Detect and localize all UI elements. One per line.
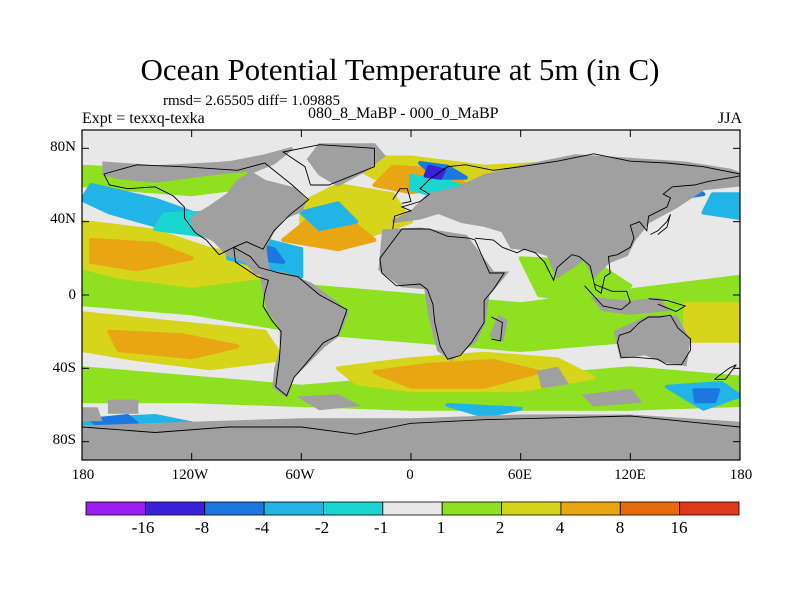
coastline [491, 316, 503, 342]
lon-label-0: 0 [406, 467, 414, 483]
land-mask [537, 366, 569, 389]
colorbar-swatch [85, 501, 146, 516]
coastline [714, 364, 737, 380]
anomaly-patch [423, 164, 446, 180]
lon-label-120w: 120W [171, 467, 209, 483]
lon-label-60e: 60E [507, 467, 533, 483]
land-mask [102, 146, 307, 275]
land-mask [306, 143, 386, 187]
colorbar-swatch [560, 501, 621, 516]
lat-label-0: 0 [68, 287, 77, 303]
land-mask [107, 399, 139, 414]
anomaly-patch [299, 201, 359, 231]
colorbar-swatch [204, 501, 265, 516]
colorbar-label: 16 [670, 518, 688, 537]
land-mask [82, 407, 103, 422]
colorbar-swatch [144, 501, 206, 516]
colorbar-swatch [619, 501, 681, 516]
anomaly-patch [281, 216, 377, 252]
coastline [648, 298, 687, 313]
anomaly-patch [692, 388, 721, 404]
colorbar-label: -1 [373, 518, 389, 537]
map-field [82, 130, 740, 460]
colorbar-label: -2 [314, 518, 330, 537]
colorbar-label: 1 [436, 518, 446, 537]
anomaly-patch [445, 403, 523, 418]
lon-label-180w: 180 [71, 467, 95, 483]
experiment-label: Expt = texxq-texka [82, 110, 205, 127]
land-mask [392, 154, 740, 280]
coastline [617, 314, 692, 366]
colorbar-swatch [679, 501, 740, 516]
season-label: JJA [717, 110, 742, 127]
coastline [82, 415, 740, 435]
lon-label-180e: 180 [729, 467, 753, 483]
coastline [379, 228, 506, 360]
colorbar-swatch [382, 501, 443, 516]
colorbar-label: -16 [131, 518, 155, 537]
colorbar-label: 2 [495, 518, 505, 537]
colorbar-label: 8 [615, 518, 625, 537]
colorbar-swatch [263, 501, 324, 516]
coastline [392, 153, 740, 230]
coastline [474, 175, 740, 294]
period-label: 080_8_MaBP - 000_0_MaBP [308, 105, 499, 122]
colorbar-label: -8 [194, 518, 210, 537]
anomaly-patch [82, 247, 740, 352]
lat-label-40s: 40S [52, 360, 76, 376]
anomaly-patch [89, 238, 194, 272]
land-mask [378, 227, 510, 362]
land-mask [581, 388, 643, 407]
lat-label-40n: 40N [50, 211, 76, 227]
colorbar-label: -4 [254, 518, 270, 537]
coastline [103, 162, 348, 397]
coastline [650, 214, 671, 235]
anomaly-patch [701, 192, 740, 220]
coastline [584, 283, 631, 311]
colorbar-swatch [441, 501, 502, 516]
lat-label-80n: 80N [50, 139, 76, 155]
lat-label-80s: 80S [52, 432, 76, 448]
land-mask [259, 271, 349, 399]
coastline [392, 188, 412, 204]
anomaly-patch [107, 329, 240, 360]
land-mask [296, 394, 362, 411]
colorbar-swatch [323, 501, 384, 516]
chart-title: Ocean Potential Temperature at 5m (in C) [140, 52, 660, 87]
stats-text: rmsd= 2.65505 diff= 1.09885 [163, 93, 341, 109]
lon-label-60w: 60W [285, 467, 315, 483]
colorbar-swatch [501, 501, 562, 516]
anomaly-patch [683, 302, 740, 343]
coastline [281, 144, 375, 186]
colorbar-label: 4 [555, 518, 565, 537]
lon-label-120e: 120E [614, 467, 646, 483]
